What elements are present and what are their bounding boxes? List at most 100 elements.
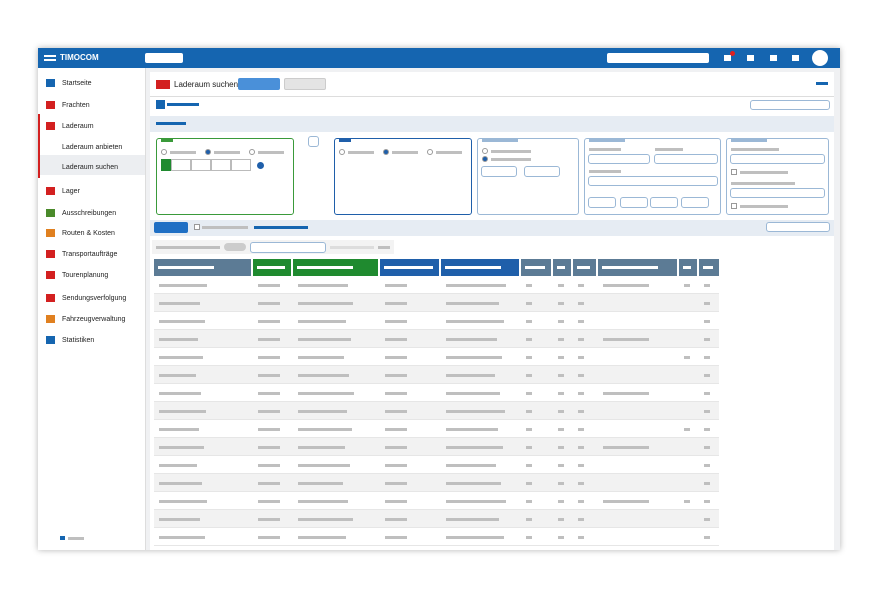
menu-item[interactable]: Frachten xyxy=(62,102,90,109)
input[interactable] xyxy=(250,242,326,253)
menu-item[interactable]: Fahrzeugverwaltung xyxy=(62,316,126,323)
cell-text xyxy=(446,410,505,413)
input[interactable] xyxy=(231,159,251,171)
input[interactable] xyxy=(211,159,231,171)
input[interactable] xyxy=(654,154,718,164)
cell-text xyxy=(526,446,532,449)
input[interactable] xyxy=(588,197,616,208)
menu-item[interactable]: Lager xyxy=(62,188,80,195)
icon[interactable] xyxy=(770,55,777,61)
icon[interactable] xyxy=(724,55,731,61)
radio[interactable] xyxy=(482,148,488,154)
input[interactable] xyxy=(750,100,830,110)
cell-text xyxy=(159,518,200,521)
box-label xyxy=(339,138,351,142)
cell-text xyxy=(558,302,564,305)
primary-button[interactable] xyxy=(154,222,188,233)
input[interactable] xyxy=(650,197,678,208)
option xyxy=(378,246,390,249)
menu-item[interactable]: Laderaum anbieten xyxy=(62,144,123,151)
avatar[interactable] xyxy=(812,50,828,66)
cell-text xyxy=(684,428,690,431)
header-text xyxy=(384,266,433,269)
filter-box xyxy=(726,138,829,215)
menu-item[interactable]: Transportaufträge xyxy=(62,251,118,258)
menu-icon xyxy=(46,209,55,217)
cell-text xyxy=(558,356,564,359)
option xyxy=(348,151,374,154)
table-row xyxy=(154,348,719,366)
cell-text xyxy=(159,392,201,395)
radio[interactable] xyxy=(339,149,345,155)
table-row xyxy=(154,528,719,546)
menu-item[interactable]: Ausschreibungen xyxy=(62,210,117,217)
input[interactable] xyxy=(191,159,211,171)
checkbox[interactable] xyxy=(731,203,737,209)
menu-item[interactable]: Routen & Kosten xyxy=(62,230,115,237)
input[interactable] xyxy=(620,197,648,208)
radio[interactable] xyxy=(383,149,389,155)
input[interactable] xyxy=(766,222,830,232)
icon[interactable] xyxy=(792,55,799,61)
input[interactable] xyxy=(171,159,191,171)
checkbox[interactable] xyxy=(731,169,737,175)
tab[interactable] xyxy=(284,78,326,90)
cell-text xyxy=(526,410,532,413)
column-header xyxy=(154,259,251,276)
cell-text xyxy=(258,284,280,287)
cell-text xyxy=(578,446,584,449)
cell-text xyxy=(298,446,345,449)
radio[interactable] xyxy=(482,156,488,162)
cell-text xyxy=(385,464,407,467)
cell-text xyxy=(159,320,205,323)
cell-text xyxy=(258,320,280,323)
menu-item[interactable]: Sendungsverfolgung xyxy=(62,295,127,302)
radio[interactable] xyxy=(427,149,433,155)
radio[interactable] xyxy=(205,149,211,155)
radio[interactable] xyxy=(161,149,167,155)
cell-text xyxy=(258,446,280,449)
menu-item[interactable]: Laderaum xyxy=(62,123,94,130)
cell-text xyxy=(578,302,584,305)
cell-text xyxy=(298,536,346,539)
table-row xyxy=(154,492,719,510)
option xyxy=(491,158,531,161)
cell-text xyxy=(704,500,710,503)
menu-item[interactable]: Tourenplanung xyxy=(62,272,109,279)
menu-item[interactable]: Laderaum suchen xyxy=(62,164,119,171)
input[interactable] xyxy=(730,154,825,164)
column-header xyxy=(253,259,291,276)
search-box[interactable] xyxy=(607,53,709,63)
menu-button[interactable] xyxy=(145,53,183,63)
input[interactable] xyxy=(524,166,560,177)
menu-item[interactable]: Statistiken xyxy=(62,337,95,344)
cell-text xyxy=(704,356,710,359)
table-row xyxy=(154,456,719,474)
cell-text xyxy=(385,338,407,341)
content: Laderaum suchen xyxy=(150,72,834,550)
cell-text xyxy=(558,446,564,449)
cell-text xyxy=(558,518,564,521)
cell-text xyxy=(526,518,532,521)
input[interactable] xyxy=(588,154,650,164)
input[interactable] xyxy=(588,176,718,186)
column-header xyxy=(293,259,378,276)
input[interactable] xyxy=(481,166,517,177)
checkbox[interactable] xyxy=(308,136,319,147)
icon[interactable] xyxy=(747,55,754,61)
tab[interactable] xyxy=(238,78,280,90)
cell-text xyxy=(258,374,280,377)
header-text xyxy=(257,266,285,269)
column-header xyxy=(573,259,596,276)
link xyxy=(254,226,308,229)
input[interactable] xyxy=(730,188,825,198)
toggle[interactable] xyxy=(224,243,246,251)
cell-text xyxy=(578,284,584,287)
radio[interactable] xyxy=(249,149,255,155)
menu-item[interactable]: Startseite xyxy=(62,80,92,87)
input[interactable] xyxy=(681,197,709,208)
checkbox[interactable] xyxy=(194,224,200,230)
header-text xyxy=(297,266,353,269)
cell-text xyxy=(446,500,506,503)
